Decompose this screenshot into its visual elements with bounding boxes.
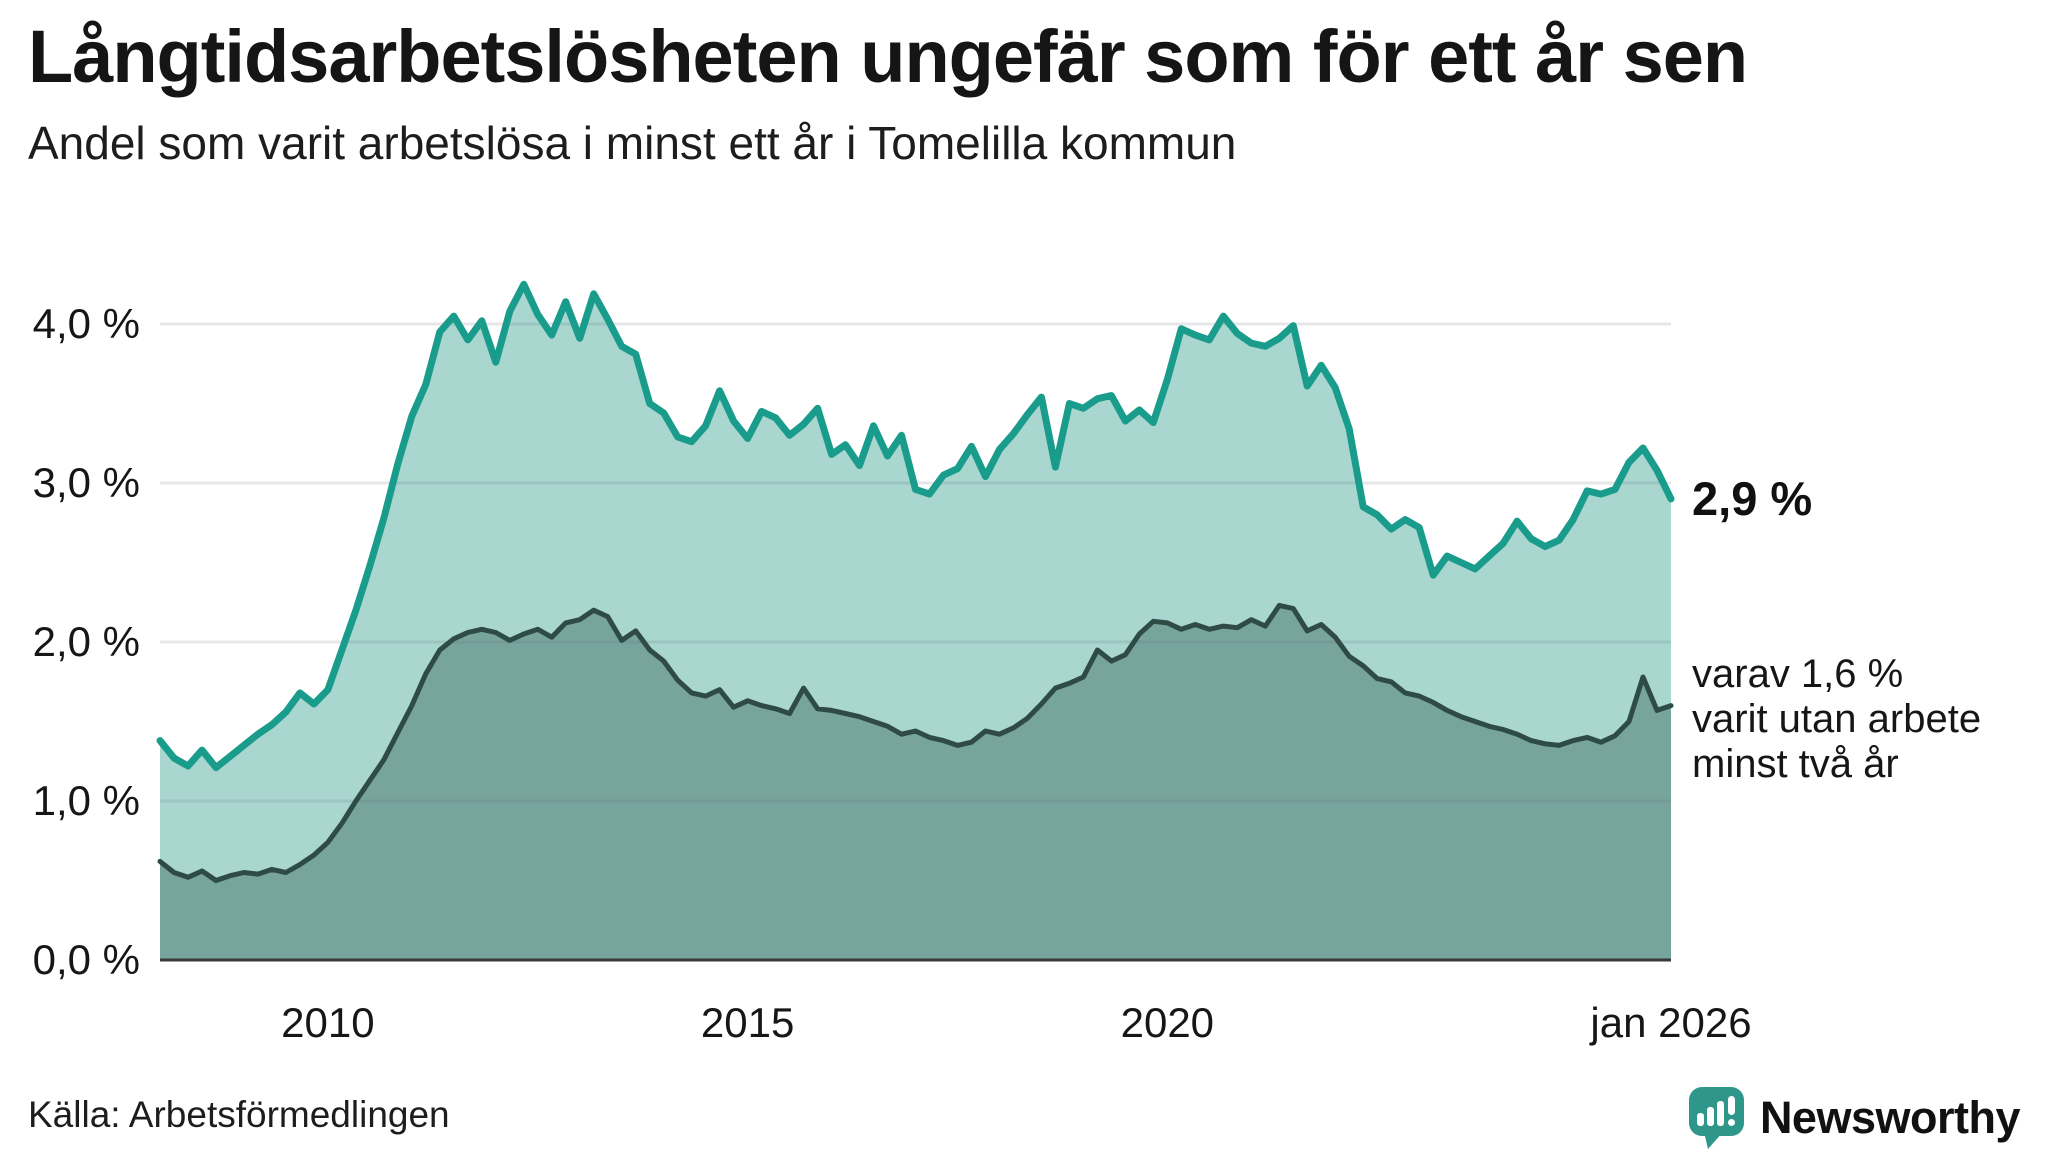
y-axis-label-1: 1,0 % [32,777,140,824]
x-axis-label-1: 2015 [700,999,795,1046]
at_least_two_years-line [157,602,1674,883]
brand-name: Newsworthy [1759,1092,2021,1143]
newsworthy-icon [1688,1087,1744,1149]
end-value-label: 2,9 % [1692,471,1813,525]
y-axis-label-4: 4,0 % [32,300,140,347]
x-axis-label-2: 2020 [1120,999,1215,1046]
two-year-annotation: varav 1,6 % varit utan arbete minst två … [1692,652,1981,788]
y-axis-label-3: 3,0 % [32,459,140,506]
annotation-line-1: varit utan arbete [1692,697,1982,742]
at_least_two_years-area [160,605,1671,960]
y-axis-label-0: 0,0 % [32,936,140,983]
y-axis-label-2: 2,0 % [32,618,140,665]
x-axis-label-0: 2010 [281,999,375,1046]
annotation-line-0: varav 1,6 % [1692,652,1904,696]
at_least_one_year-line [156,280,1675,772]
annotation-line-2: minst två år [1692,742,1899,787]
newsworthy-logo: Newsworthy [1688,1086,2021,1150]
source-note: Källa: Arbetsförmedlingen [28,1094,450,1135]
x-axis-label-3: jan 2026 [1590,999,1752,1046]
chart-subtitle: Andel som varit arbetslösa i minst ett å… [28,117,1237,169]
chart-title: Långtidsarbetslösheten ungefär som för e… [28,15,1748,98]
